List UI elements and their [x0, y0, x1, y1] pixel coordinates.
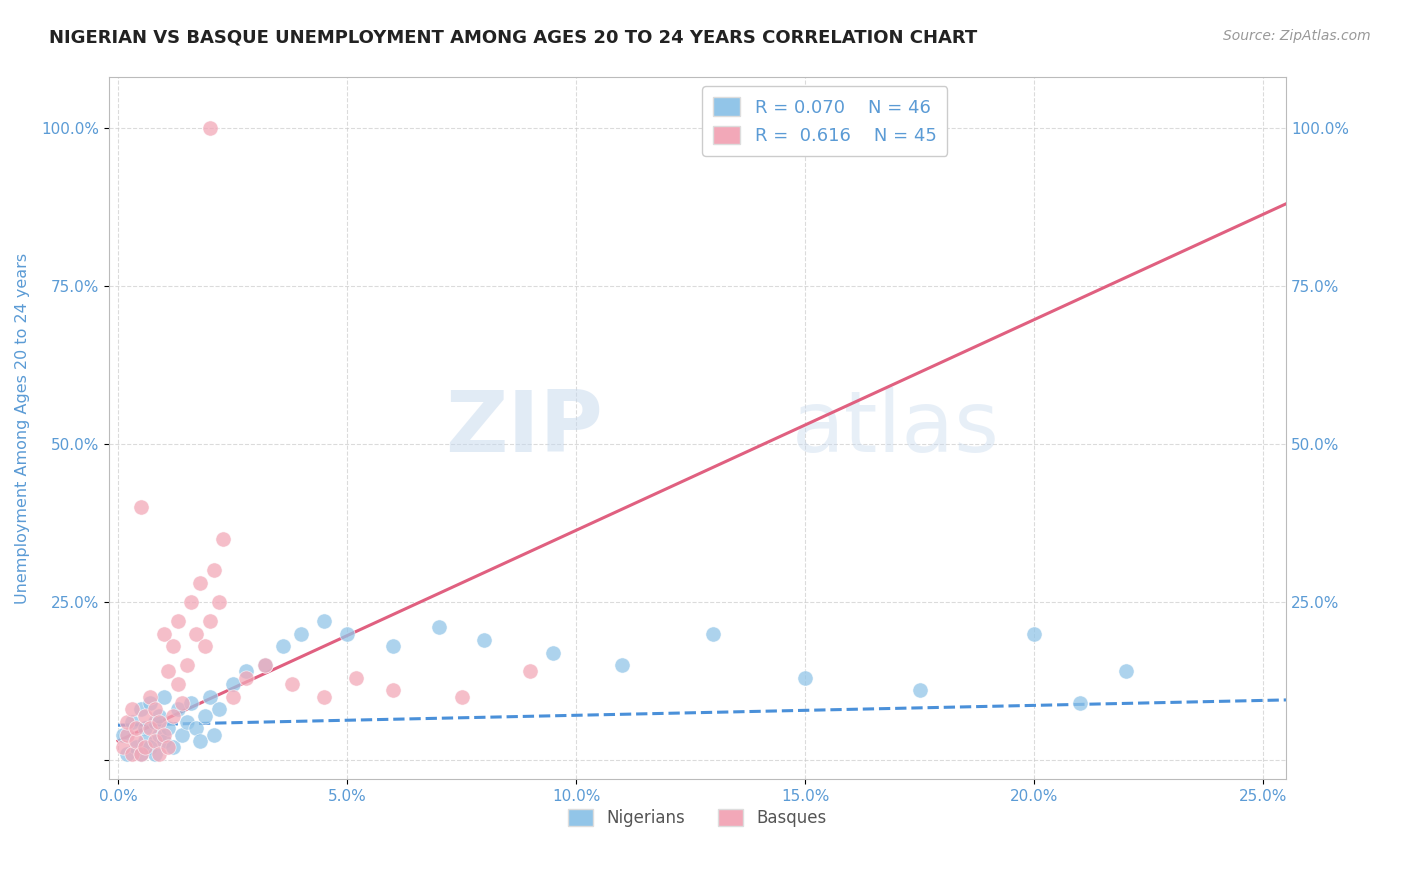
Point [111, 740, 134, 755]
Point [115, 714, 138, 729]
Point [541, 646, 564, 660]
Point [235, 671, 257, 685]
Point [115, 728, 138, 742]
Point [908, 683, 931, 698]
Point [152, 728, 174, 742]
Point [194, 639, 217, 653]
Point [176, 714, 198, 729]
Point [190, 576, 212, 591]
Point [121, 747, 143, 761]
Point [121, 714, 143, 729]
Point [157, 722, 180, 736]
Point [212, 532, 235, 546]
Point [152, 626, 174, 640]
Point [208, 595, 231, 609]
Point [794, 671, 817, 685]
Point [125, 734, 148, 748]
Point [129, 747, 152, 761]
Point [139, 722, 162, 736]
Point [125, 740, 148, 755]
Point [134, 708, 156, 723]
Point [253, 658, 276, 673]
Point [176, 658, 198, 673]
Point [1115, 665, 1137, 679]
Point [162, 639, 184, 653]
Legend: Nigerians, Basques: Nigerians, Basques [561, 802, 834, 834]
Point [148, 708, 170, 723]
Point [1069, 696, 1091, 710]
Point [139, 740, 162, 755]
Text: Source: ZipAtlas.com: Source: ZipAtlas.com [1223, 29, 1371, 43]
Point [271, 639, 294, 653]
Point [157, 740, 180, 755]
Point [143, 702, 166, 716]
Point [1022, 626, 1045, 640]
Text: atlas: atlas [792, 386, 1000, 470]
Y-axis label: Unemployment Among Ages 20 to 24 years: Unemployment Among Ages 20 to 24 years [15, 252, 30, 604]
Point [344, 671, 367, 685]
Point [148, 714, 170, 729]
Point [519, 665, 541, 679]
Point [148, 728, 170, 742]
Point [157, 665, 180, 679]
Point [143, 714, 166, 729]
Point [290, 626, 312, 640]
Point [221, 690, 243, 704]
Point [281, 677, 304, 691]
Point [129, 500, 152, 515]
Point [314, 690, 336, 704]
Point [202, 563, 225, 577]
Point [143, 747, 166, 761]
Point [202, 728, 225, 742]
Point [180, 696, 202, 710]
Point [198, 690, 221, 704]
Point [450, 690, 472, 704]
Point [139, 696, 162, 710]
Point [190, 734, 212, 748]
Point [194, 708, 217, 723]
Point [148, 747, 170, 761]
Point [172, 696, 194, 710]
Point [235, 665, 257, 679]
Point [314, 614, 336, 628]
Point [381, 683, 404, 698]
Point [125, 722, 148, 736]
Point [166, 614, 188, 628]
Point [198, 614, 221, 628]
Point [129, 702, 152, 716]
Text: NIGERIAN VS BASQUE UNEMPLOYMENT AMONG AGES 20 TO 24 YEARS CORRELATION CHART: NIGERIAN VS BASQUE UNEMPLOYMENT AMONG AG… [49, 29, 977, 46]
Point [162, 708, 184, 723]
Point [162, 740, 184, 755]
Point [139, 690, 162, 704]
Point [166, 702, 188, 716]
Point [474, 632, 496, 647]
Point [152, 690, 174, 704]
Point [134, 722, 156, 736]
Text: ZIP: ZIP [446, 386, 603, 470]
Point [208, 702, 231, 716]
Point [121, 702, 143, 716]
Point [610, 658, 633, 673]
Point [184, 626, 207, 640]
Point [152, 734, 174, 748]
Point [143, 734, 166, 748]
Point [184, 722, 207, 736]
Point [111, 728, 134, 742]
Point [381, 639, 404, 653]
Point [134, 734, 156, 748]
Point [336, 626, 359, 640]
Point [129, 747, 152, 761]
Point [427, 620, 450, 634]
Point [253, 658, 276, 673]
Point [702, 626, 724, 640]
Point [198, 120, 221, 135]
Point [134, 740, 156, 755]
Point [221, 677, 243, 691]
Point [172, 728, 194, 742]
Point [166, 677, 188, 691]
Point [115, 747, 138, 761]
Point [180, 595, 202, 609]
